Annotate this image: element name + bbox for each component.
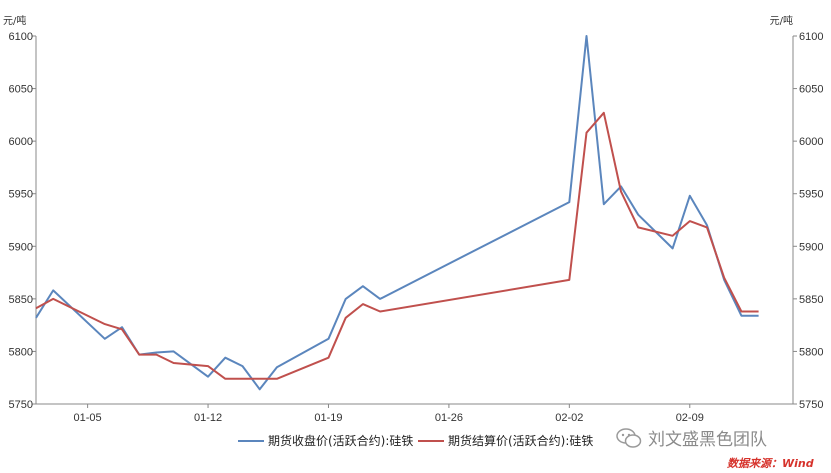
y-tick-label-right: 6100 <box>799 31 823 43</box>
wechat-icon <box>616 427 642 448</box>
y-axis-unit-right: 元/吨 <box>770 14 793 27</box>
y-tick-label-left: 6000 <box>9 136 33 148</box>
y-tick-label-right: 5800 <box>799 346 823 358</box>
legend-label-1: 期货收盘价(活跃合约):硅铁 <box>268 433 413 448</box>
legend: 期货收盘价(活跃合约):硅铁 期货结算价(活跃合约):硅铁 <box>238 433 593 448</box>
legend-label-2: 期货结算价(活跃合约):硅铁 <box>448 433 593 448</box>
y-tick-label-left: 5900 <box>9 241 33 253</box>
x-tick-label: 01-05 <box>74 412 102 424</box>
data-source: 数据来源：Wind <box>727 457 814 470</box>
y-axis-unit-left: 元/吨 <box>3 14 26 27</box>
series-lines <box>35 35 759 391</box>
watermark-text: 刘文盛黑色团队 <box>648 430 767 450</box>
y-tick-label-right: 5850 <box>799 294 823 306</box>
x-tick-label: 01-19 <box>314 412 342 424</box>
y-ticks: 5750 5750 5800 5800 5850 5850 5900 5900 5950 5950… <box>9 31 824 411</box>
x-tick-label: 01-12 <box>194 412 222 424</box>
series-line-2 <box>35 111 759 380</box>
y-tick-label-left: 5850 <box>9 294 33 306</box>
y-tick-label-left: 6100 <box>9 31 33 43</box>
x-tick-label: 02-09 <box>676 412 704 424</box>
x-tick-label: 02-02 <box>555 412 583 424</box>
y-tick-label-right: 5900 <box>799 241 823 253</box>
y-tick-label-right: 5750 <box>799 399 823 411</box>
watermark: 刘文盛黑色团队 <box>616 425 767 450</box>
series-line-1 <box>35 35 759 391</box>
y-tick-label-left: 5800 <box>9 346 33 358</box>
y-tick-label-right: 5950 <box>799 189 823 201</box>
x-ticks: 01-05 01-12 01-19 01-26 02-02 02-09 <box>74 404 704 424</box>
y-tick-label-left: 6050 <box>9 84 33 96</box>
y-tick-label-right: 6000 <box>799 136 823 148</box>
x-tick-label: 01-26 <box>435 412 463 424</box>
y-tick-label-left: 5950 <box>9 189 33 201</box>
y-tick-label-right: 6050 <box>799 84 823 96</box>
y-tick-label-left: 5750 <box>9 399 33 411</box>
